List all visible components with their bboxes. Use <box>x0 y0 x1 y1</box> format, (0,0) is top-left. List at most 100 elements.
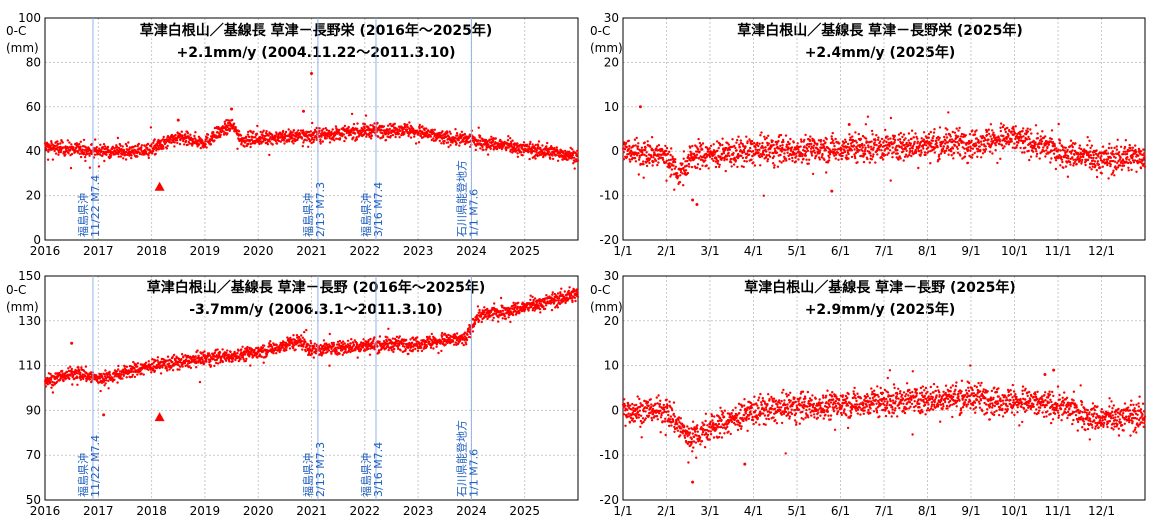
data-point <box>730 165 733 168</box>
data-point <box>846 142 850 146</box>
data-point <box>291 139 295 142</box>
data-point <box>547 150 550 154</box>
data-point <box>946 128 949 131</box>
data-point <box>537 140 541 143</box>
y-tick-label: 20 <box>26 189 41 203</box>
data-point <box>199 146 202 150</box>
data-point <box>188 142 191 145</box>
data-point <box>222 130 225 133</box>
data-point <box>1067 157 1070 160</box>
data-point <box>879 143 883 147</box>
data-point <box>1124 139 1128 142</box>
data-point <box>1003 145 1006 148</box>
data-point <box>1078 144 1082 147</box>
y-tick-label: 50 <box>26 493 41 507</box>
data-point <box>79 371 82 374</box>
data-point <box>734 146 737 150</box>
data-point <box>1115 145 1118 148</box>
data-point <box>1073 153 1076 156</box>
data-point <box>117 155 120 158</box>
data-point <box>1060 158 1064 161</box>
data-point <box>907 139 910 142</box>
data-point <box>171 369 175 372</box>
data-point <box>1095 175 1099 179</box>
data-point <box>666 152 670 155</box>
data-point <box>1113 174 1116 177</box>
data-point <box>191 137 195 141</box>
data-point <box>751 149 755 153</box>
data-point <box>633 138 637 141</box>
data-point <box>822 139 825 142</box>
x-tick-label: 8/1 <box>918 244 937 258</box>
data-point <box>696 166 699 169</box>
data-point <box>700 143 703 147</box>
data-point <box>61 369 64 373</box>
data-point <box>315 136 318 139</box>
data-point <box>905 141 908 145</box>
data-point <box>122 157 125 160</box>
data-point <box>454 128 457 131</box>
data-point <box>1058 142 1062 145</box>
data-point <box>993 134 996 137</box>
data-point <box>79 140 83 143</box>
data-point <box>920 137 923 140</box>
data-point <box>201 139 204 143</box>
data-point <box>957 129 960 132</box>
data-point <box>246 133 250 136</box>
data-point <box>892 151 895 154</box>
data-point <box>295 135 298 138</box>
data-point <box>55 144 58 147</box>
data-point <box>1066 148 1069 152</box>
data-point <box>142 373 145 376</box>
data-point <box>153 369 157 372</box>
data-point <box>803 138 806 142</box>
data-point <box>870 140 873 143</box>
data-point <box>179 365 182 368</box>
data-point <box>243 353 247 356</box>
data-point <box>745 156 748 159</box>
data-point <box>204 143 207 146</box>
data-point <box>914 132 917 135</box>
data-point <box>650 136 654 139</box>
data-point <box>871 155 875 158</box>
data-point <box>363 127 366 130</box>
data-point <box>287 128 290 131</box>
data-point <box>561 158 564 161</box>
data-point <box>785 159 788 162</box>
data-point <box>966 161 970 164</box>
data-point <box>1079 155 1083 159</box>
data-point <box>1007 134 1010 137</box>
data-point <box>291 131 294 134</box>
data-point <box>810 154 814 157</box>
data-point <box>1088 139 1091 142</box>
data-point <box>349 133 352 137</box>
data-point <box>1057 122 1060 126</box>
data-point <box>643 141 646 144</box>
data-point <box>318 127 321 130</box>
data-point <box>462 140 465 143</box>
data-point <box>964 134 967 137</box>
data-point <box>859 138 863 141</box>
data-point <box>1110 146 1113 150</box>
data-point <box>205 146 208 149</box>
data-point <box>144 145 147 148</box>
data-point <box>61 372 64 375</box>
data-point <box>929 130 932 134</box>
data-point <box>724 169 727 173</box>
data-point <box>627 147 631 150</box>
data-point <box>695 202 699 206</box>
x-tick-label: 3/1 <box>700 244 719 258</box>
data-point <box>117 364 120 368</box>
data-point <box>393 122 396 126</box>
data-point <box>889 179 892 182</box>
data-point <box>642 163 645 166</box>
data-point <box>656 163 659 167</box>
data-point <box>761 141 764 145</box>
data-point <box>725 158 729 161</box>
data-point <box>664 144 667 148</box>
data-point <box>644 146 647 149</box>
data-point <box>176 118 180 122</box>
data-point <box>46 383 49 386</box>
data-point <box>267 134 270 137</box>
data-point <box>1071 156 1074 159</box>
